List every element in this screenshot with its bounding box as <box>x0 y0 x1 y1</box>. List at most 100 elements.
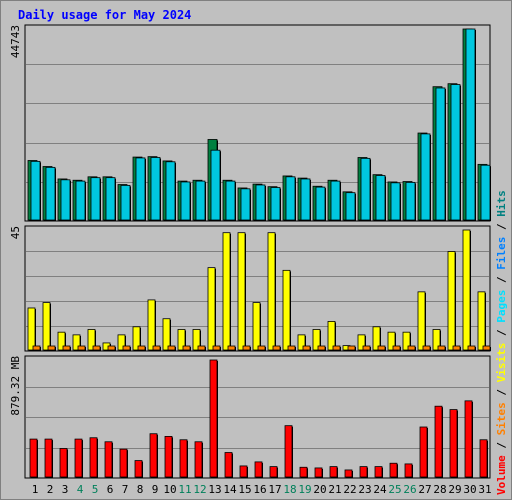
bar-volume <box>269 466 278 478</box>
bar-visits <box>402 331 411 351</box>
bar-sites <box>182 345 191 351</box>
bar-volume <box>434 405 443 478</box>
bar-sites <box>107 345 116 351</box>
bar-files <box>435 87 446 221</box>
panel-hits-files-max-label: 44743 <box>9 25 22 58</box>
x-tick-label: 9 <box>152 483 159 496</box>
bar-volume <box>119 448 128 478</box>
bar-files <box>195 180 206 221</box>
x-tick-label: 7 <box>122 483 129 496</box>
x-tick-label: 22 <box>343 483 356 496</box>
x-tick-label: 19 <box>298 483 311 496</box>
bar-volume <box>344 469 353 478</box>
x-tick-label: 8 <box>137 483 144 496</box>
bar-volume <box>449 409 458 478</box>
bar-sites <box>62 345 71 351</box>
bar-visits <box>477 291 486 351</box>
bar-volume <box>464 400 473 478</box>
bar-sites <box>347 345 356 351</box>
bar-files <box>120 184 131 221</box>
bar-files <box>345 192 356 221</box>
x-tick-label: 30 <box>463 483 476 496</box>
bar-visits <box>72 334 81 351</box>
bar-sites <box>32 345 41 351</box>
bar-files <box>480 164 491 221</box>
bar-visits <box>267 232 276 351</box>
bar-visits <box>27 307 36 351</box>
bar-files <box>405 181 416 221</box>
bar-files <box>60 179 71 221</box>
bar-sites <box>287 345 296 351</box>
bar-volume <box>149 433 158 478</box>
bar-sites <box>167 345 176 351</box>
panel-volume-max-label: 879.32 MB <box>9 356 22 416</box>
bar-visits <box>312 329 321 351</box>
bar-volume <box>299 466 308 478</box>
x-tick-label: 4 <box>77 483 84 496</box>
bar-visits <box>222 232 231 351</box>
bar-sites <box>137 345 146 351</box>
bar-files <box>330 180 341 221</box>
x-tick-label: 2 <box>47 483 54 496</box>
bar-sites <box>452 345 461 351</box>
bar-visits <box>192 329 201 351</box>
bar-files <box>75 180 86 221</box>
bar-sites <box>362 345 371 351</box>
bar-files <box>105 177 116 221</box>
right-legend: Volume / Sites / Visits / Pages / Files … <box>495 190 508 495</box>
x-tick-label: 24 <box>373 483 387 496</box>
bar-sites <box>242 345 251 351</box>
legend-item-volume: Volume <box>495 455 508 495</box>
bar-volume <box>164 435 173 478</box>
bar-volume <box>389 462 398 478</box>
bar-visits <box>57 331 66 351</box>
bar-sites <box>152 345 161 351</box>
bar-files <box>390 182 401 221</box>
bar-visits <box>282 269 291 351</box>
bar-volume <box>59 448 68 478</box>
x-tick-label: 12 <box>193 483 206 496</box>
bar-files <box>90 177 101 221</box>
bar-files <box>150 157 161 221</box>
bar-volume <box>134 460 143 478</box>
bar-volume <box>359 466 368 478</box>
x-tick-label: 29 <box>448 483 461 496</box>
bar-volume <box>329 466 338 478</box>
bar-files <box>315 186 326 221</box>
bar-visits <box>207 267 216 351</box>
bar-visits <box>417 291 426 351</box>
bar-visits <box>252 302 261 351</box>
bar-sites <box>422 345 431 351</box>
bar-files <box>360 157 371 221</box>
bar-volume <box>314 467 323 478</box>
bar-files <box>45 166 56 221</box>
legend-item-visits: Visits <box>495 343 508 383</box>
legend-separator: / <box>495 435 508 455</box>
bar-volume <box>239 465 248 478</box>
bar-files <box>300 178 311 221</box>
bar-files <box>255 184 266 221</box>
chart-title: Daily usage for May 2024 <box>18 8 192 22</box>
bar-files <box>375 175 386 221</box>
bar-sites <box>317 345 326 351</box>
legend-separator: / <box>495 217 508 237</box>
bar-visits <box>147 299 156 351</box>
bar-sites <box>77 345 86 351</box>
bar-volume <box>89 437 98 478</box>
bar-sites <box>92 345 101 351</box>
bar-visits <box>117 334 126 351</box>
bar-sites <box>197 345 206 351</box>
bar-volume <box>224 452 233 478</box>
bar-visits <box>162 318 171 351</box>
bar-volume <box>209 359 218 478</box>
bar-visits <box>87 329 96 351</box>
x-tick-label: 31 <box>478 483 491 496</box>
bar-files <box>465 28 476 221</box>
bar-files <box>180 181 191 221</box>
x-tick-label: 13 <box>208 483 221 496</box>
x-tick-label: 23 <box>358 483 371 496</box>
bar-volume <box>374 466 383 478</box>
x-tick-label: 5 <box>92 483 99 496</box>
bar-volume <box>404 463 413 478</box>
x-tick-label: 6 <box>107 483 114 496</box>
